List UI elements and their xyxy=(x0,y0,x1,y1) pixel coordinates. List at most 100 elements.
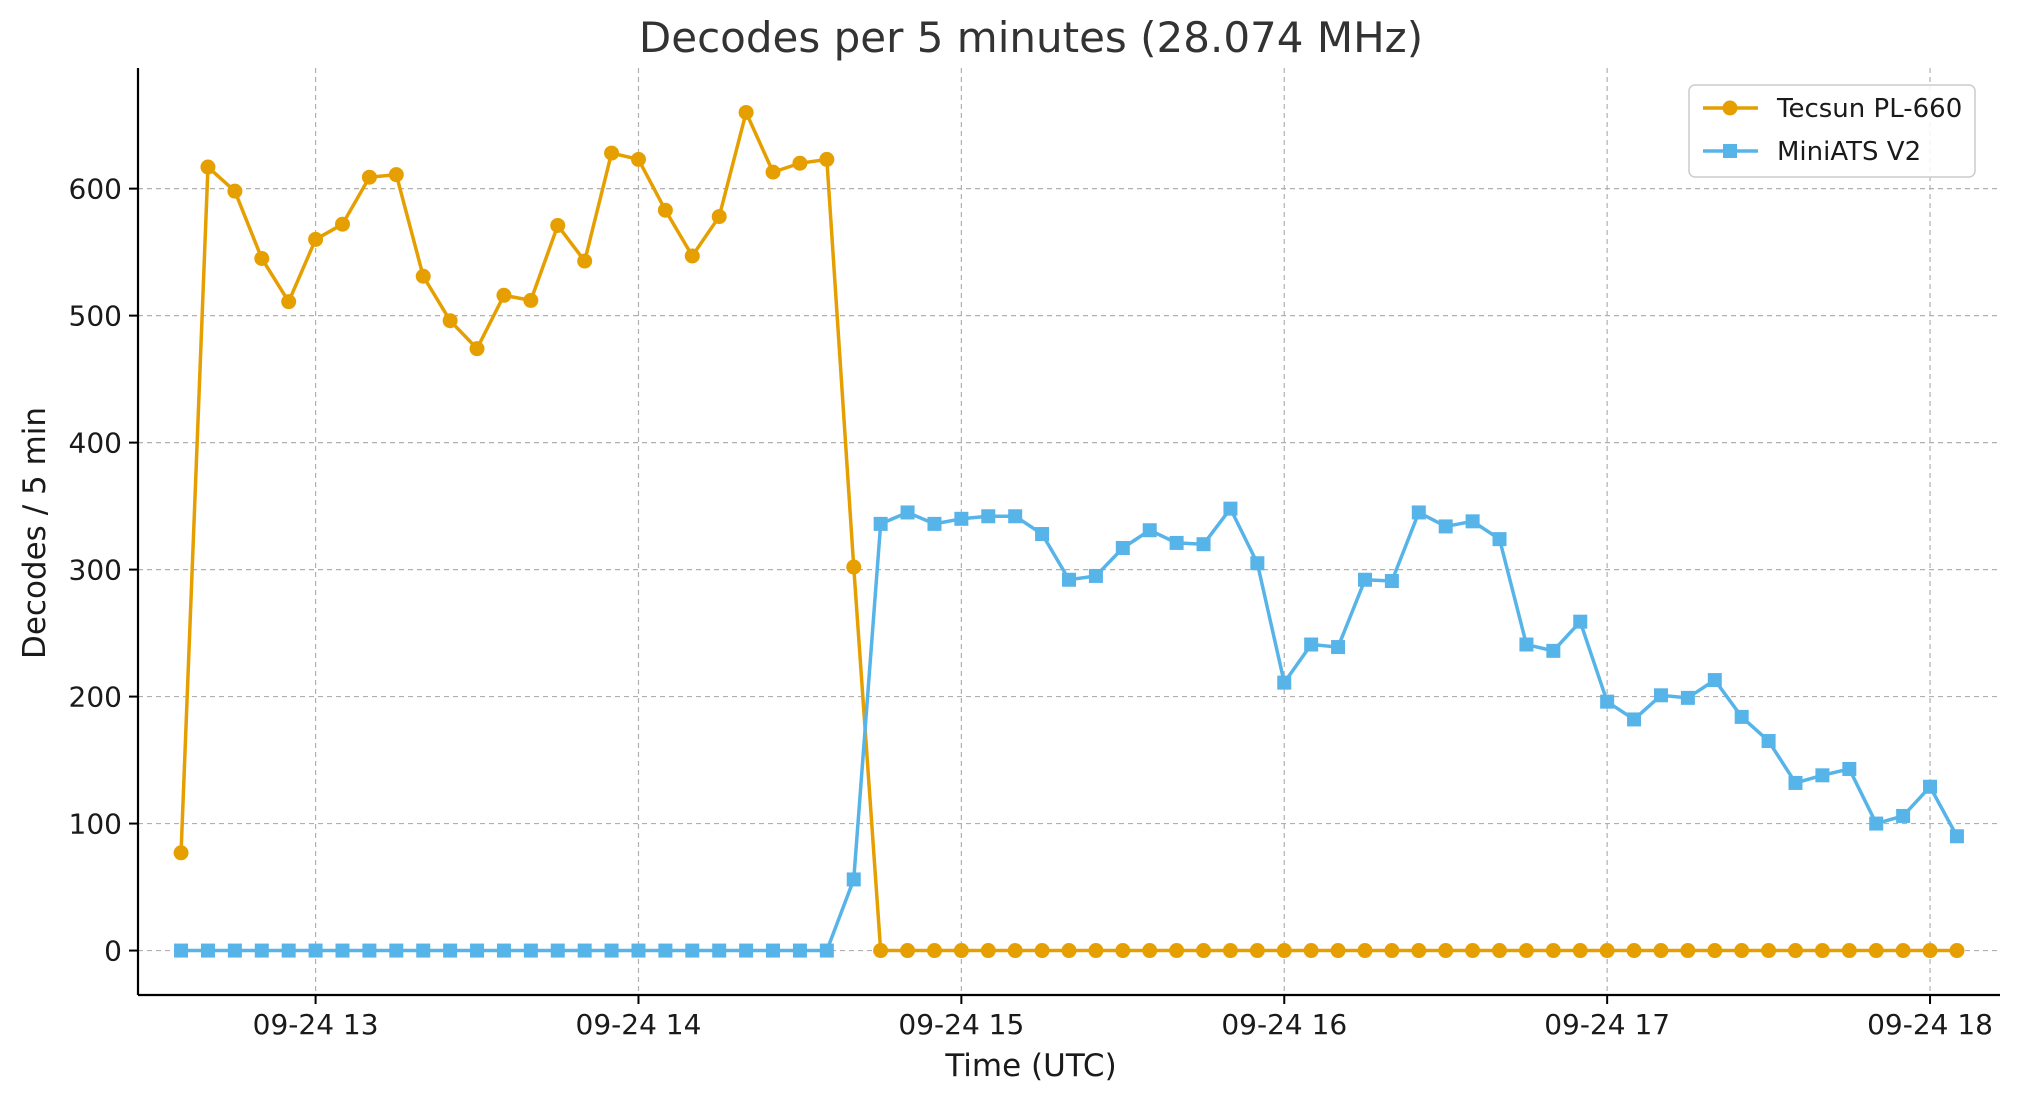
data-point xyxy=(308,943,323,958)
data-point xyxy=(254,250,270,266)
data-point xyxy=(630,151,646,167)
data-point xyxy=(577,943,592,958)
data-point xyxy=(200,943,215,958)
data-point xyxy=(1384,943,1400,959)
y-tick-label: 200 xyxy=(69,681,122,714)
data-point xyxy=(658,943,673,958)
data-point xyxy=(362,943,377,958)
data-point xyxy=(1088,568,1103,583)
data-point xyxy=(1546,643,1561,658)
data-point xyxy=(819,943,834,958)
data-point xyxy=(1842,761,1857,776)
data-point xyxy=(1545,943,1561,959)
data-point xyxy=(1411,505,1426,520)
data-point xyxy=(389,943,404,958)
data-point xyxy=(1492,943,1508,959)
data-point xyxy=(1330,943,1346,959)
data-point xyxy=(1034,943,1050,959)
y-axis-label: Decodes / 5 min xyxy=(17,407,53,659)
data-point xyxy=(227,943,242,958)
data-point xyxy=(334,216,350,232)
data-point xyxy=(443,943,458,958)
data-point xyxy=(900,505,915,520)
legend-frame xyxy=(1688,84,1976,178)
data-point xyxy=(765,164,781,180)
data-point xyxy=(415,268,431,284)
data-point xyxy=(308,231,324,247)
data-point xyxy=(1249,943,1265,959)
x-tick-label: 09-24 15 xyxy=(898,1008,1024,1041)
data-point xyxy=(953,943,969,959)
series-0 xyxy=(173,104,1965,959)
x-tick-label: 09-24 16 xyxy=(1221,1008,1347,1041)
legend-label-miniats: MiniATS V2 xyxy=(1777,137,1921,167)
data-point xyxy=(1680,690,1695,705)
y-tick-label: 400 xyxy=(69,427,122,460)
data-point xyxy=(254,943,269,958)
series-line xyxy=(179,110,1957,953)
data-point xyxy=(1007,943,1023,959)
data-point xyxy=(1896,808,1911,823)
data-point xyxy=(657,202,673,218)
data-point xyxy=(1196,537,1211,552)
data-point xyxy=(1223,501,1238,516)
data-point xyxy=(1438,943,1454,959)
y-tick-label: 500 xyxy=(69,300,122,333)
data-point xyxy=(1518,943,1534,959)
data-point xyxy=(388,167,404,183)
grid-layer xyxy=(138,68,2000,995)
data-point xyxy=(792,943,807,958)
data-point xyxy=(819,151,835,167)
data-point xyxy=(416,943,431,958)
data-point xyxy=(604,145,620,161)
data-point xyxy=(1438,519,1453,534)
data-point xyxy=(1653,943,1669,959)
data-point xyxy=(173,845,189,861)
data-point xyxy=(550,943,565,958)
data-point xyxy=(1411,943,1427,959)
data-point xyxy=(1895,943,1911,959)
data-point xyxy=(1062,572,1076,587)
data-point xyxy=(1465,514,1480,529)
series-1 xyxy=(174,501,1964,958)
series-layer xyxy=(173,104,1965,959)
data-point xyxy=(1303,943,1319,959)
data-point xyxy=(1814,943,1830,959)
data-point xyxy=(577,253,593,269)
data-point xyxy=(1088,943,1104,959)
data-point xyxy=(685,943,700,958)
data-point xyxy=(873,943,889,959)
data-point xyxy=(1788,775,1803,790)
data-point xyxy=(873,516,888,531)
data-point xyxy=(1169,943,1185,959)
data-point xyxy=(1653,688,1668,703)
data-point xyxy=(470,943,485,958)
ticks-layer: 0 100 200 300 400 500 600 09-24 13 09-24 14 09-24… xyxy=(69,173,1993,1041)
data-point xyxy=(281,294,297,310)
legend-label-tecsun: Tecsun PL-660 xyxy=(1776,94,1962,124)
data-point xyxy=(1922,943,1938,959)
data-point xyxy=(1868,943,1884,959)
y-tick-label: 600 xyxy=(69,173,122,206)
data-point xyxy=(496,943,511,958)
data-point xyxy=(523,943,538,958)
data-point xyxy=(604,943,619,958)
legend: Tecsun PL-660 MiniATS V2 xyxy=(1688,84,1976,178)
data-point xyxy=(980,943,996,959)
data-point xyxy=(927,516,942,531)
data-point xyxy=(1008,509,1023,524)
data-point xyxy=(981,509,996,524)
data-point xyxy=(1115,943,1131,959)
data-point xyxy=(766,943,781,958)
y-tick-label: 100 xyxy=(69,808,122,841)
data-point xyxy=(1357,943,1373,959)
data-point xyxy=(1788,943,1804,959)
data-point xyxy=(926,943,942,959)
data-point xyxy=(1277,675,1292,690)
x-axis-label: Time (UTC) xyxy=(944,1048,1116,1084)
data-point xyxy=(846,559,862,575)
chart-title: Decodes per 5 minutes (28.074 MHz) xyxy=(639,13,1423,62)
data-point xyxy=(1222,943,1238,959)
